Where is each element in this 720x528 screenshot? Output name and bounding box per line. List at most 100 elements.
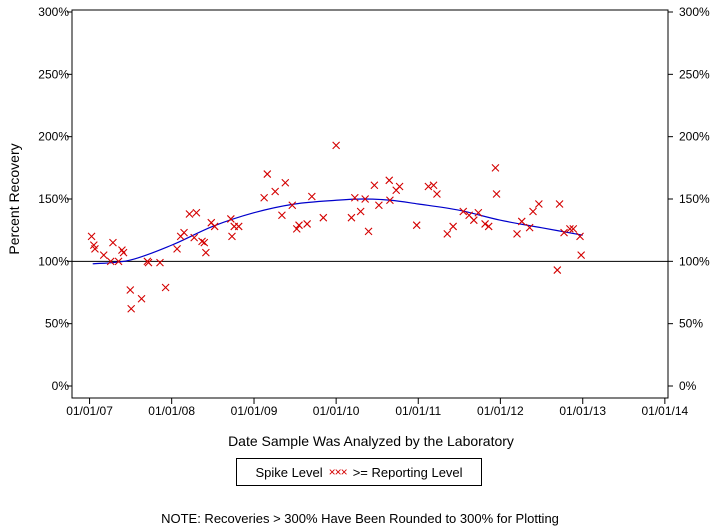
data-point [492, 190, 501, 198]
data-point [529, 207, 537, 216]
data-points [87, 141, 586, 313]
data-point [577, 251, 586, 259]
data-point [364, 227, 373, 236]
data-point [569, 225, 578, 233]
data-point [292, 225, 301, 233]
y-tick-label-left: 300% [38, 5, 69, 19]
y-tick-label-right: 300% [679, 5, 710, 19]
x-axis: 01/01/07 01/01/08 01/01/09 01/01/10 01/01/11… [66, 398, 689, 418]
data-point [370, 181, 379, 190]
data-point [443, 230, 452, 238]
y-axis-left: 0% 50% 100% 150% 200% 250% 300% [38, 5, 72, 393]
data-point [295, 221, 303, 230]
data-point [144, 258, 153, 267]
y-tick-label-right: 0% [679, 379, 697, 393]
x-tick-label: 01/01/08 [148, 404, 195, 418]
data-point [210, 222, 219, 231]
data-point [553, 266, 562, 274]
data-point [484, 222, 493, 231]
data-point [114, 257, 123, 266]
data-point [525, 223, 534, 232]
data-point [412, 221, 421, 230]
data-point [424, 182, 433, 191]
data-point [192, 208, 201, 217]
legend: Spike Level ××× >= Reporting Level [236, 458, 482, 486]
data-point [374, 201, 383, 210]
data-point [99, 251, 108, 259]
data-point [560, 228, 568, 237]
y-tick-label-left: 100% [38, 254, 69, 268]
trend-curve [92, 198, 583, 265]
data-point [106, 257, 115, 266]
data-point [433, 190, 441, 198]
legend-spike-label: Spike Level [255, 464, 323, 480]
data-point [459, 207, 468, 216]
data-point [161, 283, 170, 292]
y-tick-label-right: 200% [679, 130, 710, 144]
data-point [469, 216, 478, 225]
data-point [481, 220, 489, 228]
data-point [91, 244, 99, 253]
data-point [234, 222, 243, 231]
data-point [156, 258, 164, 267]
data-point [491, 163, 500, 172]
data-point [513, 230, 521, 238]
data-point [449, 222, 458, 231]
data-point [303, 220, 312, 228]
data-point [361, 195, 370, 203]
data-point [576, 232, 584, 241]
data-point [200, 238, 209, 247]
data-point [127, 304, 136, 313]
data-point [87, 232, 96, 241]
y-axis-title: Percent Recovery [6, 143, 22, 254]
x-tick-label: 01/01/10 [313, 404, 360, 418]
y-tick-label-right: 250% [679, 67, 710, 81]
data-point [260, 193, 269, 202]
data-point [474, 208, 483, 217]
data-point [332, 141, 341, 150]
data-point [278, 211, 286, 220]
data-point [385, 176, 394, 185]
data-point [198, 237, 206, 246]
data-point [288, 201, 297, 210]
x-tick-label: 01/01/14 [641, 404, 688, 418]
x-tick-label: 01/01/11 [395, 404, 441, 418]
legend-marker-icon: ××× [328, 465, 348, 479]
data-point [201, 248, 210, 257]
data-point [517, 217, 526, 226]
data-point [555, 200, 564, 208]
data-point [319, 213, 328, 222]
x-axis-title: Date Sample Was Analyzed by the Laborato… [228, 433, 514, 449]
y-tick-label-left: 250% [38, 67, 69, 81]
y-tick-label-left: 50% [45, 317, 69, 331]
data-point [126, 286, 135, 294]
x-tick-label: 01/01/12 [477, 404, 524, 418]
data-point [109, 238, 117, 247]
data-point [356, 207, 365, 216]
y-tick-label-left: 0% [52, 379, 70, 393]
x-tick-label: 01/01/09 [231, 404, 278, 418]
trend-line [92, 198, 583, 265]
y-tick-label-left: 150% [38, 192, 69, 206]
data-point [271, 187, 280, 196]
data-point [118, 246, 126, 255]
data-point [180, 228, 188, 237]
data-point [263, 170, 272, 178]
y-tick-label-right: 150% [679, 192, 710, 206]
data-point [429, 181, 438, 190]
data-point [281, 178, 290, 187]
data-point [307, 192, 316, 201]
plot-frame [71, 9, 669, 399]
x-tick-label: 01/01/13 [559, 404, 606, 418]
data-point [137, 294, 146, 303]
data-point [173, 244, 181, 253]
data-point [566, 225, 574, 233]
plot-border [71, 9, 669, 399]
x-tick-label: 01/01/07 [66, 404, 113, 418]
data-point [350, 193, 359, 202]
data-point [190, 233, 199, 242]
data-point [119, 248, 128, 257]
footnote: NOTE: Recoveries > 300% Have Been Rounde… [161, 511, 559, 526]
legend-reporting-label: >= Reporting Level [352, 464, 463, 480]
